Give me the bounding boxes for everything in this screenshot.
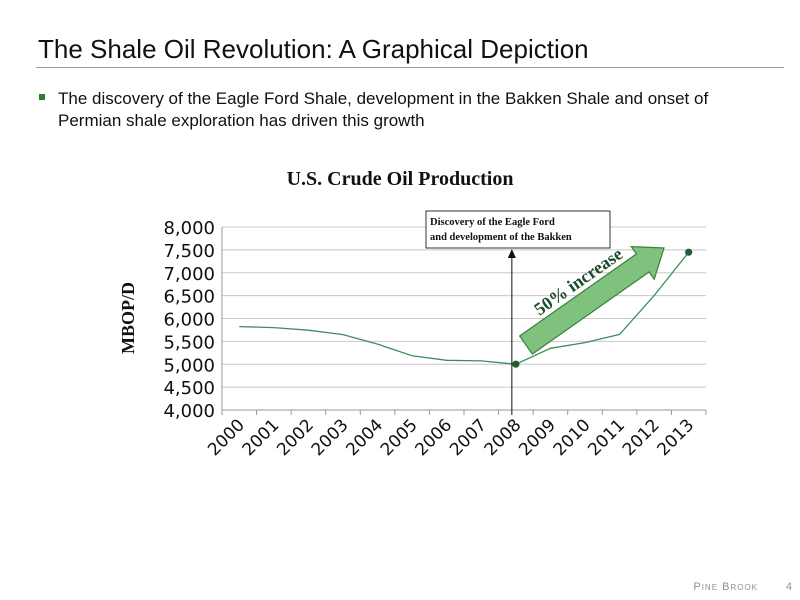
- x-tick-label: 2006: [412, 415, 457, 460]
- slide-title: The Shale Oil Revolution: A Graphical De…: [38, 34, 589, 64]
- x-tick-label: 2004: [342, 415, 387, 460]
- x-tick-label: 2000: [204, 415, 249, 460]
- x-tick-label: 2009: [515, 415, 560, 460]
- x-tick-labels: 2000200120022003200420052006200720082009…: [204, 415, 698, 460]
- annotation-box: [425, 210, 611, 249]
- y-axis-label: MBOP/D: [118, 282, 138, 354]
- y-tick-labels: 4,0004,5005,0005,5006,0006,5007,0007,500…: [163, 218, 215, 422]
- x-tick-label: 2011: [584, 415, 629, 460]
- y-tick-label: 6,500: [163, 287, 215, 308]
- x-tick-label: 2012: [619, 415, 664, 460]
- y-tick-label: 8,000: [163, 218, 215, 239]
- x-tick-label: 2010: [550, 415, 595, 460]
- y-tick-label: 6,000: [163, 310, 215, 331]
- x-tick-label: 2007: [446, 415, 491, 460]
- x-tick-label: 2003: [308, 415, 353, 460]
- series-production: [239, 248, 693, 368]
- axes: [221, 227, 707, 415]
- data-point-2008: [512, 360, 520, 368]
- y-tick-label: 5,000: [163, 355, 215, 376]
- y-tick-label: 5,500: [163, 332, 215, 353]
- annotation-arrow-head-icon: [507, 249, 516, 258]
- series-line: [239, 251, 690, 365]
- annotation-box-line-2: and development of the Bakken: [430, 232, 572, 243]
- page-number: 4: [785, 581, 792, 593]
- x-tick-label: 2013: [654, 415, 699, 460]
- y-tick-label: 7,500: [163, 241, 215, 262]
- y-tick-label: 7,000: [163, 264, 215, 285]
- chart-title: U.S. Crude Oil Production: [287, 168, 514, 190]
- x-tick-label: 2005: [377, 415, 422, 460]
- footer-brand: Pine Brook: [693, 581, 758, 593]
- title-divider: [36, 67, 784, 68]
- bullet-text: The discovery of the Eagle Ford Shale, d…: [58, 89, 709, 130]
- growth-arrow-icon: [518, 245, 665, 355]
- bullet-marker-icon: [39, 94, 45, 100]
- x-tick-label: 2008: [481, 415, 526, 460]
- y-tick-label: 4,000: [163, 401, 215, 422]
- x-tick-label: 2001: [239, 415, 284, 460]
- data-point-2013: [685, 248, 693, 256]
- x-tick-label: 2002: [273, 415, 318, 460]
- y-tick-label: 4,500: [163, 378, 215, 399]
- annotation-box-line-1: Discovery of the Eagle Ford: [430, 217, 555, 228]
